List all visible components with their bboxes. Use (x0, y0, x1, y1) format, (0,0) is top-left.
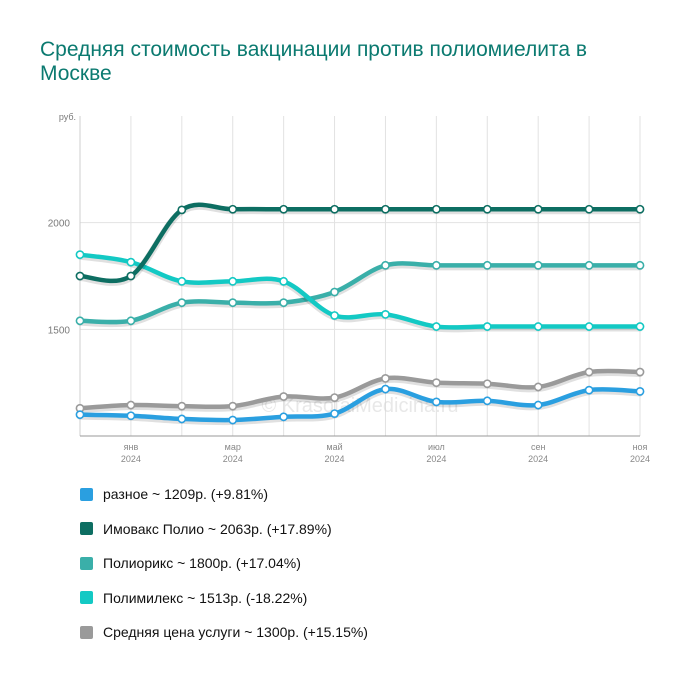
legend-label: разное ~ 1209р. (+9.81%) (103, 486, 268, 502)
data-point (584, 204, 594, 214)
data-point (635, 204, 645, 214)
data-point (126, 316, 136, 326)
x-tick-label-year: 2024 (121, 454, 141, 464)
data-point (533, 322, 543, 331)
x-tick-label-month: янв (124, 442, 139, 452)
legend-item: Полиорикс ~ 1800р. (+17.04%) (80, 553, 368, 573)
data-point (431, 378, 441, 388)
data-point (126, 257, 136, 267)
data-point (330, 311, 339, 320)
data-point (533, 260, 543, 270)
data-point (533, 204, 543, 214)
legend: разное ~ 1209р. (+9.81%) Имовакс Полио ~ … (80, 484, 368, 657)
data-point (177, 205, 187, 215)
series-points (75, 204, 645, 425)
x-tick-label-month: ноя (633, 442, 648, 452)
legend-swatch (80, 487, 93, 501)
legend-item: разное ~ 1209р. (+9.81%) (80, 484, 368, 504)
data-point (330, 287, 339, 297)
x-tick-label-year: 2024 (630, 454, 650, 464)
data-point (330, 409, 339, 418)
data-point (635, 367, 645, 377)
y-axis-label: руб. (59, 112, 76, 122)
data-point (482, 260, 492, 270)
data-point (126, 411, 136, 421)
data-point (533, 382, 543, 392)
data-point (228, 298, 238, 308)
data-point (482, 204, 492, 214)
x-tick-label-year: 2024 (528, 454, 548, 464)
data-point (584, 260, 594, 270)
data-point (279, 204, 289, 214)
x-tick-label-month: мар (225, 442, 241, 452)
data-point (228, 401, 238, 411)
legend-item: Средняя цена услуги ~ 1300р. (+15.15%) (80, 622, 368, 642)
data-point (381, 260, 390, 270)
data-point (635, 387, 645, 396)
data-point (635, 322, 645, 331)
data-point (75, 410, 85, 420)
data-point (177, 414, 187, 424)
legend-swatch (80, 625, 93, 639)
data-point (584, 385, 594, 395)
data-point (279, 412, 289, 422)
y-tick-label: 1500 (48, 325, 71, 336)
x-tick-label-month: май (326, 442, 342, 452)
series-lines (76, 202, 644, 426)
data-point (381, 373, 390, 383)
x-tick-label-month: июл (428, 442, 445, 452)
legend-label: Средняя цена услуги ~ 1300р. (+15.15%) (103, 624, 368, 640)
data-point (228, 204, 238, 214)
x-tick-label-month: сен (531, 442, 546, 452)
data-point (584, 322, 594, 331)
data-point (482, 379, 492, 389)
x-tick-label-year: 2024 (426, 454, 446, 464)
data-point (381, 384, 390, 394)
watermark: © KrasotaiMedicina.ru (261, 395, 458, 417)
legend-swatch (80, 591, 93, 604)
data-point (279, 298, 289, 308)
data-point (126, 400, 136, 410)
data-point (533, 400, 543, 410)
data-point (126, 271, 136, 281)
line-chart: 1500 2000 руб. янв 2024 мар 2024 май 2024 июл 2024… (48, 112, 650, 464)
data-point (279, 276, 289, 286)
data-point (228, 415, 238, 425)
chart-title: Средняя стоимость вакцинации против поли… (40, 38, 587, 85)
data-point (177, 401, 187, 411)
data-point (177, 276, 187, 286)
series-line-shadow (76, 202, 644, 286)
data-point (75, 250, 85, 260)
x-tick-label-year: 2024 (325, 454, 345, 464)
data-point (75, 271, 85, 281)
y-tick-label: 2000 (48, 219, 71, 230)
data-point (381, 309, 390, 319)
data-point (431, 260, 441, 270)
data-point (75, 316, 85, 326)
data-point (177, 298, 187, 308)
legend-item: Имовакс Полио ~ 2063р. (+17.89%) (80, 519, 368, 539)
data-point (279, 392, 289, 401)
data-point (482, 322, 492, 331)
data-point (330, 204, 339, 214)
legend-swatch (80, 522, 93, 535)
data-point (431, 204, 441, 214)
data-point (330, 393, 339, 402)
legend-item: Полимилекс ~ 1513р. (-18.22%) (80, 588, 368, 608)
legend-label: Полимилекс ~ 1513р. (-18.22%) (103, 589, 308, 606)
data-point (431, 397, 441, 407)
data-point (381, 204, 390, 214)
legend-swatch (80, 556, 93, 570)
x-tick-label-year: 2024 (223, 454, 243, 464)
data-point (228, 276, 238, 286)
legend-label: Имовакс Полио ~ 2063р. (+17.89%) (103, 520, 332, 537)
legend-label: Полиорикс ~ 1800р. (+17.04%) (103, 555, 301, 571)
data-point (482, 396, 492, 406)
data-point (584, 367, 594, 377)
data-point (431, 322, 441, 331)
data-point (635, 260, 645, 270)
